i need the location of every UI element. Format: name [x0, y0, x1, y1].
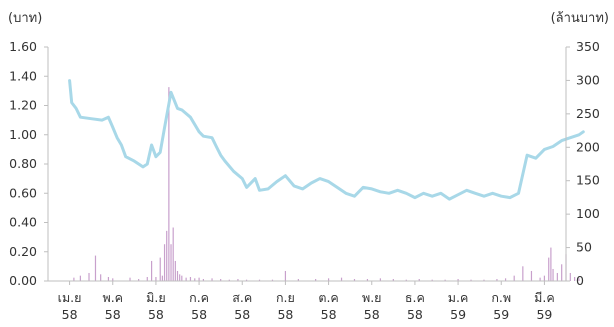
x-tick-month: ม.ค — [448, 290, 469, 305]
left-tick-label: 0.80 — [9, 156, 37, 171]
left-tick-label: 1.40 — [9, 68, 37, 83]
right-tick-label: 200 — [576, 139, 600, 154]
x-tick-month: ก.ค — [189, 290, 209, 305]
x-tick-year: 59 — [450, 307, 466, 322]
x-tick-month: มี.ค — [534, 290, 555, 305]
left-tick-label: 1.20 — [9, 98, 37, 113]
x-tick-year: 59 — [536, 307, 552, 322]
right-tick-label: 300 — [576, 72, 600, 87]
right-tick-label: 0 — [576, 273, 584, 288]
x-tick-month: พ.ค — [102, 290, 123, 305]
x-tick-year: 58 — [321, 307, 337, 322]
price-line-layer — [68, 79, 585, 201]
left-tick-label: 0.40 — [9, 215, 37, 230]
left-tick-label: 0.00 — [9, 273, 37, 288]
x-tick-month: ก.พ — [491, 290, 511, 305]
volume-bars — [73, 87, 580, 281]
x-tick-year: 58 — [407, 307, 423, 322]
x-tick-month: เม.ย — [58, 290, 82, 305]
x-tick-month: ธ.ค — [405, 290, 425, 305]
price-line — [68, 79, 585, 201]
right-axis-unit: (ล้านบาท) — [551, 11, 609, 26]
right-tick-label: 350 — [576, 39, 600, 54]
right-tick-label: 50 — [576, 240, 592, 255]
left-tick-label: 1.00 — [9, 127, 37, 142]
x-tick-year: 58 — [364, 307, 380, 322]
left-tick-label: 0.60 — [9, 185, 37, 200]
right-ticks: 350 300 250 200 150 100 50 0 — [566, 39, 600, 288]
x-ticks: เม.ย 58 พ.ค 58 มิ.ย 58 ก.ค 58 ส.ค 58 ก.ย 58 ต.ค 58 พ.ย… — [58, 281, 555, 322]
x-tick-year: 58 — [105, 307, 121, 322]
x-tick-month: มิ.ย — [146, 290, 166, 305]
left-tick-label: 1.60 — [9, 39, 37, 54]
x-tick-month: ก.ย — [276, 290, 295, 305]
x-tick-month: ต.ค — [318, 290, 338, 305]
x-tick-month: ส.ค — [232, 290, 252, 305]
right-tick-label: 150 — [576, 173, 600, 188]
x-tick-year: 59 — [493, 307, 509, 322]
x-tick-year: 58 — [148, 307, 164, 322]
left-ticks: 1.60 1.40 1.20 1.00 0.80 0.60 0.40 0.20 0.00 — [9, 39, 48, 288]
x-tick-year: 58 — [62, 307, 78, 322]
left-axis-unit: (บาท) — [8, 11, 42, 26]
x-tick-year: 58 — [277, 307, 293, 322]
right-tick-label: 250 — [576, 106, 600, 121]
x-tick-year: 58 — [234, 307, 250, 322]
left-tick-label: 0.20 — [9, 244, 37, 259]
x-tick-year: 58 — [191, 307, 207, 322]
right-tick-label: 100 — [576, 206, 600, 221]
x-tick-month: พ.ย — [362, 290, 382, 305]
